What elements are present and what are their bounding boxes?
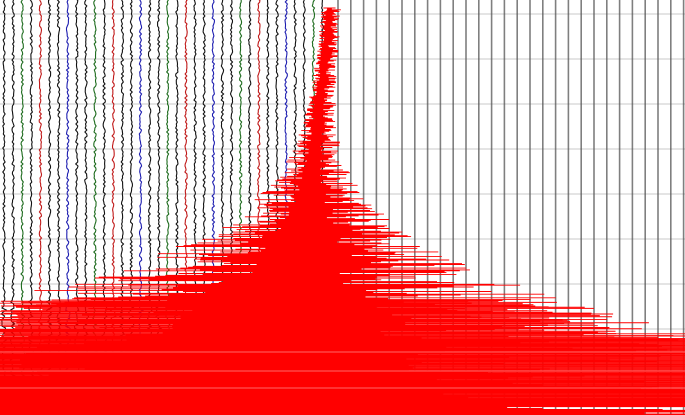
red-band — [0, 338, 685, 400]
red-burst-lower — [0, 299, 685, 338]
